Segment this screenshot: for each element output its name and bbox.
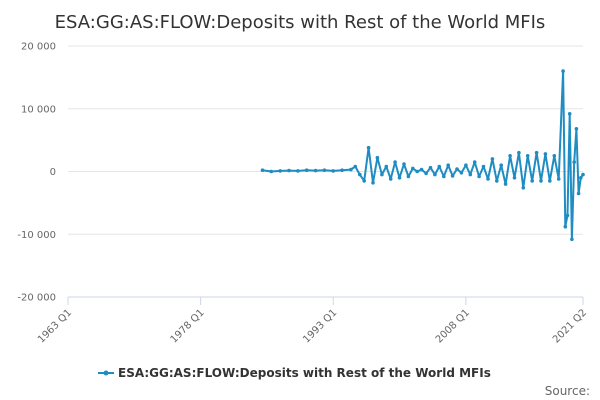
y-tick-label: 20 000 — [21, 42, 56, 53]
x-axis: 1963 Q1 1978 Q1 1993 Q1 2008 Q1 2021 Q2 — [36, 296, 589, 345]
data-point[interactable] — [278, 169, 283, 173]
data-point[interactable] — [468, 172, 473, 177]
data-point[interactable] — [534, 150, 539, 155]
series-line[interactable] — [262, 70, 584, 241]
data-point[interactable] — [380, 172, 384, 177]
y-tick-label: -20 000 — [17, 293, 56, 304]
data-point[interactable] — [402, 162, 406, 166]
y-tick-label: -10 000 — [17, 230, 56, 241]
data-point[interactable] — [574, 127, 579, 131]
data-point[interactable] — [287, 168, 291, 173]
data-point[interactable] — [517, 150, 521, 155]
data-point[interactable] — [495, 179, 499, 183]
data-point[interactable] — [362, 179, 367, 183]
data-point[interactable] — [415, 169, 420, 174]
data-point[interactable] — [269, 169, 274, 174]
y-tick-label: 0 — [50, 167, 56, 178]
data-point[interactable] — [579, 176, 583, 180]
data-point[interactable] — [530, 179, 534, 183]
data-point[interactable] — [576, 191, 581, 196]
data-point[interactable] — [548, 179, 552, 183]
y-axis: 20 000 10 000 0 -10 000 -20 000 — [17, 42, 56, 304]
data-point[interactable] — [331, 169, 336, 173]
data-point[interactable] — [260, 168, 265, 172]
data-point[interactable] — [552, 154, 557, 158]
data-point[interactable] — [442, 174, 446, 179]
data-point[interactable] — [472, 160, 477, 164]
data-point[interactable] — [563, 224, 568, 229]
data-point[interactable] — [543, 152, 548, 156]
data-point[interactable] — [388, 177, 393, 181]
data-point[interactable] — [490, 157, 495, 161]
data-point[interactable] — [512, 176, 517, 180]
data-point[interactable] — [428, 165, 433, 170]
x-tick-label: 1978 Q1 — [169, 307, 207, 345]
data-point[interactable] — [455, 167, 459, 171]
data-point[interactable] — [358, 172, 362, 177]
data-point[interactable] — [572, 160, 576, 164]
legend[interactable]: ESA:GG:AS:FLOW:Deposits with Rest of the… — [98, 366, 491, 380]
legend-label: ESA:GG:AS:FLOW:Deposits with Rest of the… — [118, 366, 491, 380]
data-point[interactable] — [322, 168, 327, 172]
data-point[interactable] — [446, 163, 451, 167]
data-point[interactable] — [565, 213, 570, 218]
data-point[interactable] — [486, 177, 490, 181]
data-point[interactable] — [296, 169, 300, 173]
data-point[interactable] — [393, 160, 397, 164]
data-point[interactable] — [419, 167, 424, 172]
data-point[interactable] — [349, 167, 353, 172]
data-point[interactable] — [433, 172, 437, 177]
data-point[interactable] — [366, 145, 371, 150]
data-point[interactable] — [459, 171, 464, 175]
data-point[interactable] — [464, 163, 468, 167]
data-point[interactable] — [397, 176, 402, 180]
data-point[interactable] — [371, 181, 375, 185]
data-point[interactable] — [450, 174, 455, 178]
data-point[interactable] — [521, 186, 526, 190]
data-point[interactable] — [481, 164, 486, 169]
data-point[interactable] — [340, 168, 344, 172]
data-point[interactable] — [313, 168, 318, 173]
y-tick-label: 10 000 — [21, 104, 56, 115]
data-point[interactable] — [353, 164, 358, 169]
data-point[interactable] — [556, 177, 561, 181]
data-point[interactable] — [567, 112, 572, 116]
x-tick-label: 1993 Q1 — [301, 307, 339, 345]
data-point[interactable] — [581, 172, 585, 177]
data-point[interactable] — [375, 155, 380, 160]
x-tick-label: 2021 Q2 — [551, 307, 589, 345]
data-point[interactable] — [384, 164, 389, 169]
data-point[interactable] — [508, 154, 512, 158]
data-point[interactable] — [499, 163, 504, 167]
data-point[interactable] — [561, 69, 565, 73]
x-tick-label: 1963 Q1 — [36, 307, 74, 345]
data-point[interactable] — [525, 154, 530, 158]
data-point[interactable] — [406, 174, 411, 179]
chart-title: ESA:GG:AS:FLOW:Deposits with Rest of the… — [55, 12, 546, 33]
data-point[interactable] — [304, 168, 309, 172]
data-point[interactable] — [539, 179, 543, 183]
series-layer — [260, 69, 585, 242]
source-label: Source: — [545, 384, 590, 398]
data-point[interactable] — [411, 166, 415, 171]
data-point[interactable] — [503, 182, 508, 186]
legend-dot-marker — [103, 370, 109, 376]
data-point[interactable] — [477, 174, 481, 179]
x-tick-label: 2008 Q1 — [434, 307, 472, 345]
data-point[interactable] — [424, 171, 428, 176]
data-point[interactable] — [437, 164, 442, 169]
data-point[interactable] — [570, 237, 574, 242]
